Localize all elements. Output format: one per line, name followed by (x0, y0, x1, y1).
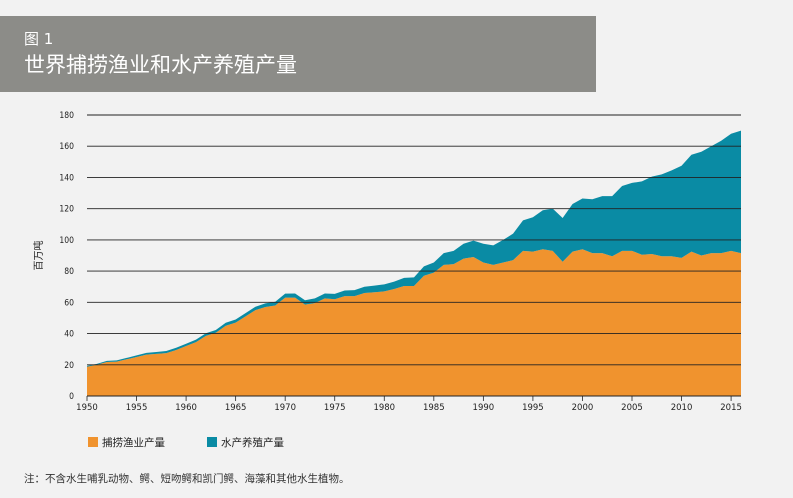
figure-label: 图 1 (24, 30, 54, 48)
area-series-1 (87, 249, 741, 396)
figure-header: 图 1 世界捕捞渔业和水产养殖产量 (0, 16, 596, 92)
y-tick-label: 180 (59, 111, 74, 121)
x-tick-label: 1980 (373, 403, 395, 413)
y-axis-title: 百万吨 (32, 241, 45, 271)
y-tick-label: 100 (59, 236, 74, 246)
x-tick-label: 1990 (473, 403, 495, 413)
y-tick-label: 140 (59, 173, 74, 183)
y-tick-label: 120 (59, 205, 74, 215)
y-tick-label: 80 (64, 267, 74, 277)
x-tick-label: 1985 (423, 403, 445, 413)
x-tick-label: 1960 (175, 403, 197, 413)
y-tick-label: 60 (64, 298, 74, 308)
x-tick-label: 2010 (671, 403, 693, 413)
legend-swatch-2 (207, 437, 217, 447)
footnote: 注：不含水生哺乳动物、鳄、短吻鳄和凯门鳄、海藻和其他水生植物。 (24, 473, 350, 485)
legend-swatch-1 (88, 437, 98, 447)
x-tick-label: 2015 (720, 403, 742, 413)
y-tick-label: 20 (64, 361, 74, 371)
y-tick-label: 40 (64, 330, 74, 340)
y-tick-label: 0 (69, 392, 74, 402)
x-tick-label: 1965 (225, 403, 247, 413)
x-tick-label: 1955 (126, 403, 148, 413)
x-tick-label: 2005 (621, 403, 643, 413)
x-tick-label: 1995 (522, 403, 544, 413)
legend-label-1: 捕捞渔业产量 (102, 436, 165, 449)
x-tick-label: 1950 (76, 403, 98, 413)
area-series-2 (87, 130, 741, 367)
x-tick-label: 2000 (572, 403, 594, 413)
x-tick-label: 1970 (274, 403, 296, 413)
legend-label-2: 水产养殖产量 (221, 436, 284, 449)
figure-title: 世界捕捞渔业和水产养殖产量 (24, 53, 297, 77)
x-tick-label: 1975 (324, 403, 346, 413)
y-tick-label: 160 (59, 142, 74, 152)
